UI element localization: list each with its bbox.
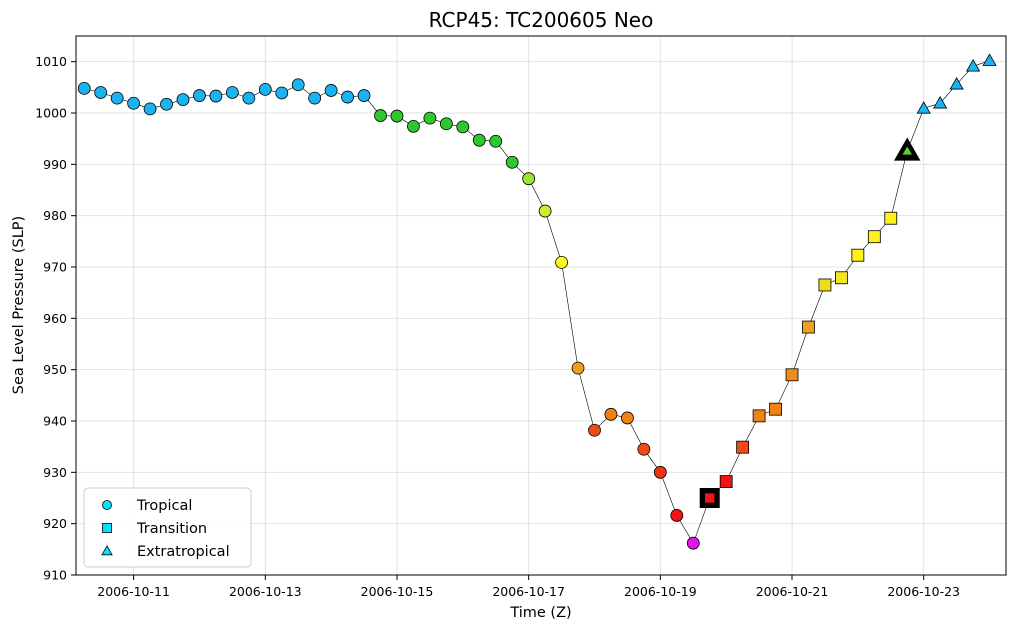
data-point [637, 442, 651, 456]
data-point [225, 86, 239, 99]
x-tick-label: 2006-10-23 [887, 584, 960, 599]
y-tick-label: 920 [43, 516, 67, 531]
y-tick-label: 1010 [35, 54, 67, 69]
data-point [555, 255, 568, 269]
data-point [588, 423, 601, 437]
legend: Tropical Transition Extratropical [83, 487, 252, 568]
data-point [275, 86, 289, 100]
legend-marker-extratropical [101, 545, 113, 556]
y-tick-label: 960 [43, 311, 67, 326]
data-point [209, 89, 223, 103]
data-point [736, 440, 750, 454]
data-point [522, 172, 536, 186]
legend-box [83, 487, 252, 568]
data-point [933, 96, 948, 109]
data-point [916, 101, 931, 114]
y-tick-label: 930 [43, 465, 67, 480]
data-point [653, 465, 667, 479]
y-tick-label: 940 [43, 414, 67, 429]
data-point [143, 102, 157, 116]
data-point [308, 91, 322, 105]
data-point [390, 109, 404, 123]
data-point [456, 120, 470, 134]
x-tick-label: 2006-10-17 [492, 584, 565, 599]
legend-marker-tropical [102, 500, 112, 510]
x-tick-label: 2006-10-19 [624, 584, 697, 599]
plot-frame [75, 35, 1007, 576]
data-point [423, 111, 437, 125]
data-point [176, 93, 190, 107]
data-point [704, 492, 716, 504]
data-point [834, 271, 848, 285]
data-point [949, 77, 964, 90]
data-point [818, 278, 832, 292]
y-axis-label: Sea Level Pressure (SLP) [11, 216, 27, 394]
data-point [439, 117, 453, 131]
data-point [670, 509, 684, 522]
x-axis-ticks: 2006-10-11 2006-10-13 2006-10-15 2006-10-17… [97, 575, 960, 599]
y-tick-label: 950 [43, 362, 67, 377]
data-point [291, 78, 305, 92]
data-point [867, 230, 881, 244]
data-point [965, 59, 981, 72]
legend-marker-transition [102, 523, 112, 533]
y-tick-label: 990 [43, 157, 67, 172]
y-tick-label: 970 [43, 260, 67, 275]
y-tick-label: 910 [43, 568, 67, 583]
data-point [341, 90, 354, 104]
track-line [84, 60, 990, 544]
data-point [472, 133, 486, 147]
data-point [77, 81, 91, 95]
data-point [802, 320, 815, 334]
data-point [851, 248, 865, 262]
data-point [357, 89, 371, 102]
track-line-layer [84, 60, 990, 544]
x-axis-label: Time (Z) [509, 605, 571, 621]
data-point [94, 86, 108, 99]
data-point [901, 145, 913, 156]
data-point [752, 409, 766, 423]
data-point [374, 109, 387, 122]
grid [76, 36, 1006, 576]
data-point [621, 411, 634, 425]
y-tick-label: 980 [43, 208, 67, 223]
data-points [77, 53, 997, 550]
chart-title: RCP45: TC200605 Neo [429, 8, 654, 32]
data-point [538, 204, 552, 218]
data-point [571, 361, 585, 375]
data-point [489, 134, 503, 148]
data-point [193, 89, 206, 102]
data-point [982, 53, 997, 66]
y-tick-label: 1000 [35, 106, 67, 121]
data-point [769, 402, 782, 416]
data-point [242, 91, 256, 105]
data-point [258, 82, 272, 96]
data-point [160, 97, 173, 111]
x-tick-label: 2006-10-13 [229, 584, 302, 599]
data-point [884, 211, 898, 225]
data-point [719, 475, 733, 488]
data-point [686, 536, 700, 550]
x-tick-label: 2006-10-11 [97, 584, 170, 599]
x-tick-label: 2006-10-21 [756, 584, 829, 599]
data-point [324, 84, 338, 97]
legend-label: Tropical [136, 498, 192, 514]
legend-label: Transition [136, 521, 207, 537]
data-point [110, 91, 124, 105]
y-axis-ticks: 910 920 930 940 950 960 970 980 990 1000 1010 [35, 54, 76, 583]
data-point [407, 119, 420, 133]
legend-label: Extratropical [137, 544, 230, 560]
data-point [127, 96, 141, 110]
data-point [785, 368, 799, 382]
x-tick-label: 2006-10-15 [361, 584, 434, 599]
data-point [604, 407, 618, 421]
data-point [505, 155, 519, 169]
